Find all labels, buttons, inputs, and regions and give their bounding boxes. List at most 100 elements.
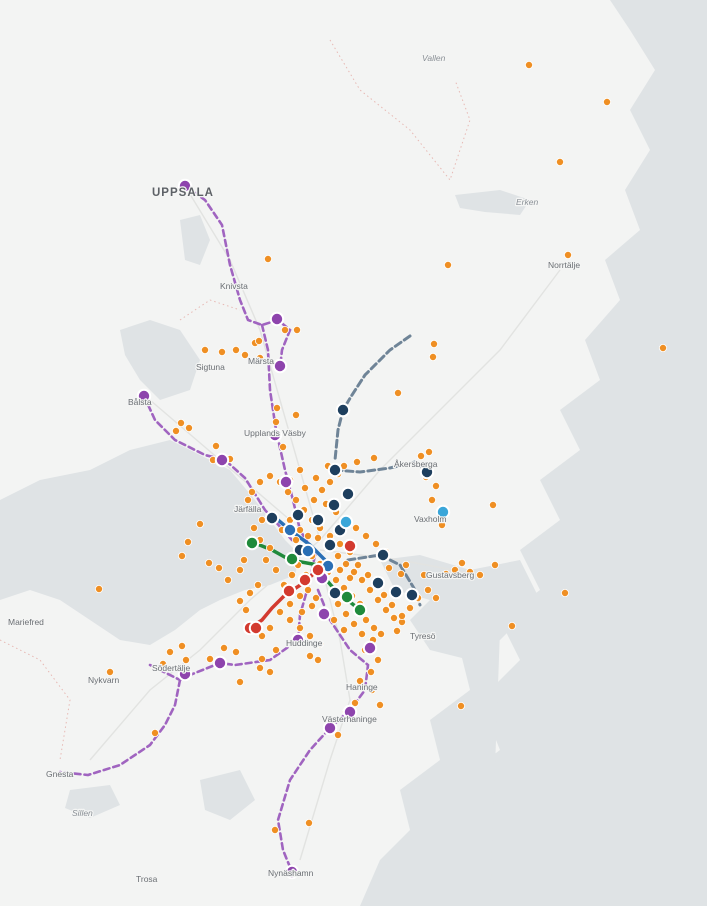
lake-south — [200, 770, 255, 820]
bus-stop-5 — [263, 254, 272, 263]
bus-stop-86 — [241, 606, 250, 615]
bus-stop-153 — [339, 626, 348, 635]
bus-stop-29 — [352, 457, 361, 466]
bus-stop-49 — [490, 561, 499, 570]
bus-stop-17 — [254, 336, 263, 345]
metro-station-dark-6 — [388, 584, 404, 600]
bus-stop-133 — [285, 600, 294, 609]
bus-stop-156 — [379, 591, 388, 600]
bus-stop-93 — [243, 495, 252, 504]
bus-stop-82 — [271, 646, 280, 655]
bus-stop-89 — [235, 566, 244, 575]
commuter-line-3 — [178, 553, 317, 682]
metro-station-dark-7 — [404, 587, 420, 603]
bus-stop-139 — [265, 624, 274, 633]
metro-station-green-3 — [339, 589, 355, 605]
label-norrtalje: Norrtälje — [548, 260, 580, 270]
bus-stop-191 — [431, 594, 440, 603]
inner-archipelago — [380, 555, 540, 660]
bus-stop-27 — [291, 410, 300, 419]
commuter-station-1 — [269, 311, 285, 327]
bus-stop-159 — [345, 574, 354, 583]
commuter-station-11 — [177, 666, 193, 682]
metro-station-blue-0 — [300, 543, 316, 559]
commuter-station-14 — [284, 864, 300, 880]
bus-stop-65 — [367, 686, 376, 695]
label-sodertalje: Södertälje — [152, 663, 191, 673]
bus-stop-137 — [305, 632, 314, 641]
bus-stop-74 — [165, 648, 174, 657]
bus-stop-167 — [271, 566, 280, 575]
label-balsta: Bålsta — [128, 397, 152, 407]
bus-stop-0 — [525, 61, 534, 70]
bus-stop-141 — [333, 600, 342, 609]
bus-stop-67 — [350, 699, 359, 708]
metro-station-red-3 — [310, 562, 326, 578]
bus-stop-184 — [305, 652, 314, 661]
bus-stop-112 — [295, 465, 304, 474]
road-2 — [89, 539, 321, 761]
bus-stop-152 — [329, 616, 338, 625]
bus-stop-83 — [106, 668, 115, 677]
bus-stop-11 — [217, 347, 226, 356]
metro-station-dark-15 — [322, 537, 338, 553]
bus-stop-92 — [265, 544, 274, 553]
transit-stops — [95, 61, 668, 880]
bus-stop-62 — [373, 656, 382, 665]
bus-stop-144 — [357, 630, 366, 639]
commuter-station-9 — [290, 632, 306, 648]
bus-stop-10 — [200, 345, 209, 354]
bus-stop-106 — [317, 485, 326, 494]
bus-stop-134 — [275, 608, 284, 617]
bus-stop-75 — [158, 660, 167, 669]
metro-station-green-2 — [352, 602, 368, 618]
commuter-station-0 — [177, 178, 193, 194]
sea-water-south — [360, 630, 500, 906]
bus-stop-94 — [247, 487, 256, 496]
bus-stop-28 — [278, 442, 287, 451]
bus-stop-63 — [366, 668, 375, 677]
metro-blue-line — [270, 513, 327, 562]
bus-stop-3 — [564, 250, 573, 259]
bus-stop-43 — [223, 576, 232, 585]
metro-station-dark-1 — [327, 462, 343, 478]
bus-stop-162 — [307, 602, 316, 611]
label-sillen: Sillen — [72, 808, 93, 818]
bus-stop-166 — [261, 556, 270, 565]
metro-station-dark-9 — [326, 497, 342, 513]
label-upplands-vasby: Upplands Väsby — [244, 428, 307, 438]
bus-stop-48 — [475, 571, 484, 580]
bus-stop-7 — [393, 388, 402, 397]
lake-north-arm — [120, 320, 200, 400]
bus-stop-186 — [265, 668, 274, 677]
bus-stop-12 — [231, 345, 240, 354]
bus-stop-70 — [333, 731, 342, 740]
bus-stop-40 — [177, 552, 186, 561]
bus-stop-45 — [561, 589, 570, 598]
bus-stop-165 — [249, 524, 258, 533]
bus-stop-18 — [292, 325, 301, 334]
bus-stop-22 — [211, 441, 220, 450]
bus-stop-85 — [235, 597, 244, 606]
metro-station-red-4 — [342, 538, 358, 554]
commuter-station-5 — [214, 452, 230, 468]
bus-stop-21 — [176, 418, 185, 427]
metro-station-dark-2 — [340, 486, 356, 502]
label-mariefred: Mariefred — [8, 617, 44, 627]
county-border-0 — [329, 39, 471, 182]
label-vallen: Vallen — [422, 53, 446, 63]
commuter-station-3 — [136, 388, 152, 404]
metro-station-green-0 — [244, 535, 260, 551]
commuter-line-0 — [183, 184, 292, 370]
bus-stop-181 — [389, 614, 398, 623]
bus-stop-128 — [331, 576, 340, 585]
metro-station-dark-11 — [310, 512, 326, 528]
bus-stop-154 — [363, 571, 372, 580]
bus-stop-26 — [271, 417, 280, 426]
bus-stop-171 — [303, 532, 312, 541]
bus-stop-90 — [239, 556, 248, 565]
bus-stop-25 — [272, 403, 281, 412]
bus-stop-55 — [396, 570, 405, 579]
